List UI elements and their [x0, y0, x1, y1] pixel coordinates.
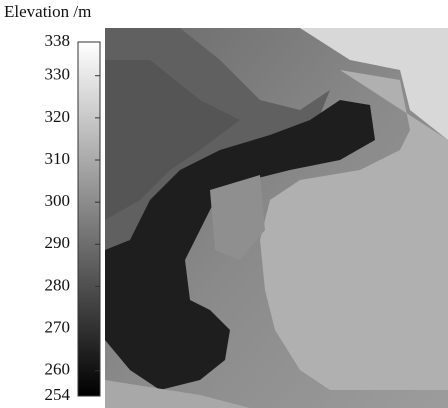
title: Elevation /m: [4, 2, 91, 21]
tick-label: 330: [45, 65, 71, 84]
tick-label: 320: [45, 107, 71, 126]
tick-label: 310: [45, 149, 71, 168]
tick-label: 254: [45, 385, 71, 404]
tick-label: 300: [45, 191, 71, 210]
elevation-raster: [105, 28, 448, 408]
colorbar: [78, 42, 100, 396]
tick-label: 270: [45, 317, 71, 336]
tick-label: 260: [45, 360, 71, 379]
elevation-map: Elevation /m 254 260 270 280 290 300 310 320 330…: [0, 0, 448, 408]
tick-label: 290: [45, 233, 71, 252]
tick-label: 338: [45, 31, 71, 50]
tick-label: 280: [45, 275, 71, 294]
